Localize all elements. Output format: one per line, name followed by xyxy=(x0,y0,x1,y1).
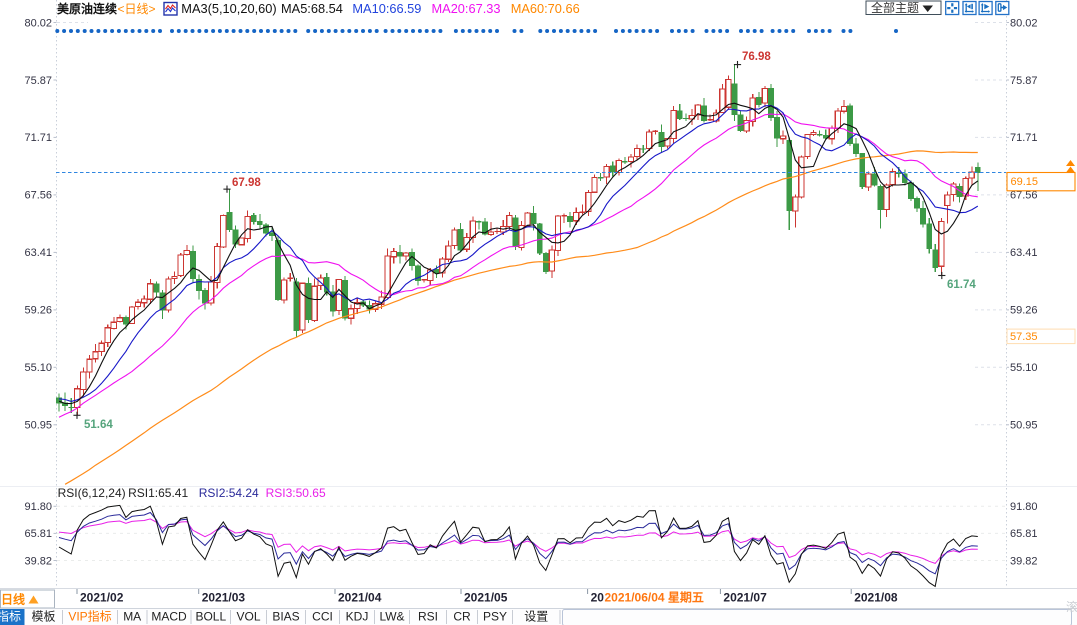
svg-text:RSI2:54.24: RSI2:54.24 xyxy=(199,486,259,500)
svg-text:59.26: 59.26 xyxy=(24,305,52,317)
svg-text:设置: 设置 xyxy=(524,610,548,624)
svg-text:55.10: 55.10 xyxy=(24,362,52,374)
svg-text:69.15: 69.15 xyxy=(1011,176,1039,188)
svg-text:RSI3:50.65: RSI3:50.65 xyxy=(266,486,326,500)
svg-text:71.71: 71.71 xyxy=(1010,132,1038,144)
svg-text:65.81: 65.81 xyxy=(24,528,52,540)
svg-text:MA5:68.54: MA5:68.54 xyxy=(281,1,343,16)
svg-text:59.26: 59.26 xyxy=(1010,305,1038,317)
svg-text:VOL: VOL xyxy=(236,610,260,624)
svg-text:MA3(5,10,20,60): MA3(5,10,20,60) xyxy=(181,1,276,16)
svg-text:RSI: RSI xyxy=(418,610,438,624)
svg-text:模板: 模板 xyxy=(31,610,55,624)
svg-text:MA: MA xyxy=(123,610,141,624)
svg-text:71.71: 71.71 xyxy=(24,132,52,144)
svg-text:67.56: 67.56 xyxy=(24,190,52,202)
svg-text:80.02: 80.02 xyxy=(1010,17,1038,29)
svg-text:51.64: 51.64 xyxy=(84,419,113,431)
svg-text:91.80: 91.80 xyxy=(24,501,52,513)
svg-text:2021/08: 2021/08 xyxy=(854,591,898,605)
svg-text:MA60:70.66: MA60:70.66 xyxy=(511,1,580,16)
svg-text:65.81: 65.81 xyxy=(1010,528,1038,540)
svg-text:PSY: PSY xyxy=(483,610,507,624)
svg-text:全部主题: 全部主题 xyxy=(871,0,919,15)
svg-text:LW&: LW& xyxy=(379,610,404,624)
svg-text:BOLL: BOLL xyxy=(195,610,226,624)
svg-text:2021/03: 2021/03 xyxy=(202,591,246,605)
svg-text:75.87: 75.87 xyxy=(24,75,52,87)
svg-text:MACD: MACD xyxy=(151,610,187,624)
svg-text:55.10: 55.10 xyxy=(1010,362,1038,374)
svg-text:76.98: 76.98 xyxy=(742,51,771,63)
svg-text:CCI: CCI xyxy=(312,610,333,624)
svg-text:指标: 指标 xyxy=(0,609,21,624)
svg-text:50.95: 50.95 xyxy=(24,420,52,432)
svg-text:RSI1:65.41: RSI1:65.41 xyxy=(128,486,188,500)
svg-text:MA20:67.33: MA20:67.33 xyxy=(432,1,501,16)
svg-text:2021/05: 2021/05 xyxy=(464,591,508,605)
svg-text:57.35: 57.35 xyxy=(1010,331,1038,343)
svg-text:MA10:66.59: MA10:66.59 xyxy=(352,1,421,16)
svg-text:RSI(6,12,24): RSI(6,12,24) xyxy=(58,486,126,500)
svg-text:2021/04: 2021/04 xyxy=(338,591,382,605)
svg-text:63.41: 63.41 xyxy=(1010,247,1038,259)
svg-text:滚动: 滚动 xyxy=(1066,599,1077,614)
svg-text:BIAS: BIAS xyxy=(272,610,299,624)
svg-text:<日线>: <日线> xyxy=(118,2,156,16)
svg-text:80.02: 80.02 xyxy=(24,17,52,29)
svg-text:2021/02: 2021/02 xyxy=(80,591,124,605)
svg-text:2021/07: 2021/07 xyxy=(723,591,767,605)
svg-text:39.82: 39.82 xyxy=(24,555,52,567)
svg-text:63.41: 63.41 xyxy=(24,247,52,259)
svg-text:67.98: 67.98 xyxy=(232,177,261,189)
svg-text:75.87: 75.87 xyxy=(1010,75,1038,87)
svg-text:61.74: 61.74 xyxy=(947,279,976,291)
svg-text:39.82: 39.82 xyxy=(1010,555,1038,567)
svg-text:KDJ: KDJ xyxy=(346,610,369,624)
svg-text:CR: CR xyxy=(453,610,471,624)
svg-text:50.95: 50.95 xyxy=(1010,420,1038,432)
svg-text:2021/06/04 星期五: 2021/06/04 星期五 xyxy=(605,590,704,605)
svg-text:日线: 日线 xyxy=(1,592,25,607)
svg-text:67.56: 67.56 xyxy=(1010,190,1038,202)
svg-text:美原油连续: 美原油连续 xyxy=(57,1,117,16)
svg-text:VIP指标: VIP指标 xyxy=(68,609,111,624)
svg-text:91.80: 91.80 xyxy=(1010,501,1038,513)
